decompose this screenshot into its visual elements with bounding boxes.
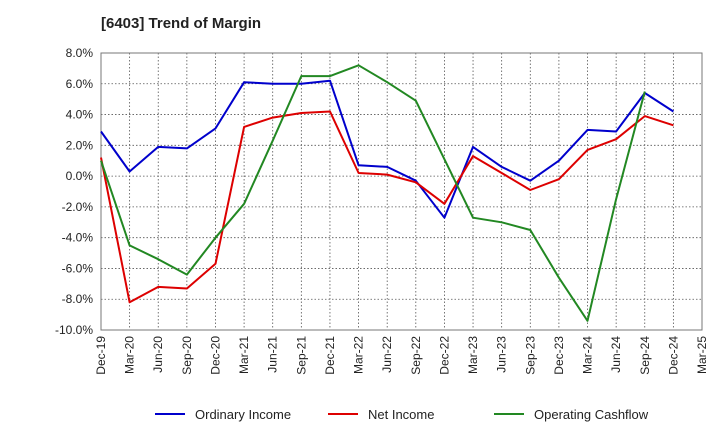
axes: 8.0% 6.0% 4.0% 2.0% 0.0% -2.0% -4.0% -6.0% -8.0%… xyxy=(55,46,709,375)
x-tick-label: Sep-22 xyxy=(409,336,423,375)
y-tick-label: -2.0% xyxy=(62,200,94,214)
x-tick-label: Jun-21 xyxy=(266,336,280,373)
x-tick-label: Jun-23 xyxy=(495,336,509,373)
series-line-ordinary-income xyxy=(100,79,674,219)
x-tick-label: Dec-20 xyxy=(208,336,222,375)
x-tick-label: Mar-20 xyxy=(123,336,137,374)
x-tick-label: Sep-23 xyxy=(523,336,537,375)
y-tick-label: 6.0% xyxy=(66,77,94,91)
y-tick-label: -10.0% xyxy=(55,323,93,337)
x-tick-label: Dec-23 xyxy=(552,336,566,375)
series-line-operating-cashflow xyxy=(100,64,646,322)
x-tick-label: Sep-20 xyxy=(180,336,194,375)
y-tick-label: -8.0% xyxy=(62,292,94,306)
y-tick-label: -6.0% xyxy=(62,261,94,275)
y-tick-label: 4.0% xyxy=(66,108,94,122)
x-tick-label: Mar-24 xyxy=(581,336,595,374)
x-tick-label: Jun-20 xyxy=(151,336,165,373)
x-tick-label: Dec-19 xyxy=(94,336,108,375)
grid xyxy=(100,52,703,331)
y-tick-label: 8.0% xyxy=(66,46,94,60)
x-tick-label: Mar-21 xyxy=(237,336,251,374)
y-tick-label: 0.0% xyxy=(66,169,94,183)
x-tick-label: Dec-22 xyxy=(437,336,451,375)
y-tick-label: 2.0% xyxy=(66,138,94,152)
plot-frame xyxy=(100,52,703,331)
x-tick-label: Dec-24 xyxy=(666,336,680,375)
x-tick-label: Sep-21 xyxy=(294,336,308,375)
series-lines xyxy=(100,64,674,322)
x-tick-label: Mar-23 xyxy=(466,336,480,374)
x-tick-label: Jun-24 xyxy=(609,336,623,373)
legend-label: Ordinary Income xyxy=(195,407,291,422)
legend-label: Operating Cashflow xyxy=(534,407,649,422)
y-tick-label: -4.0% xyxy=(62,231,94,245)
chart-title: [6403] Trend of Margin xyxy=(101,15,262,32)
x-tick-label: Mar-25 xyxy=(695,336,709,374)
legend-label: Net Income xyxy=(368,407,434,422)
x-tick-label: Mar-22 xyxy=(352,336,366,374)
x-tick-label: Jun-22 xyxy=(380,336,394,373)
x-tick-label: Sep-24 xyxy=(638,336,652,375)
x-tick-label: Dec-21 xyxy=(323,336,337,375)
series-line-net-income xyxy=(100,110,674,304)
legend: Ordinary Income Net Income Operating Cashf… xyxy=(155,407,649,422)
